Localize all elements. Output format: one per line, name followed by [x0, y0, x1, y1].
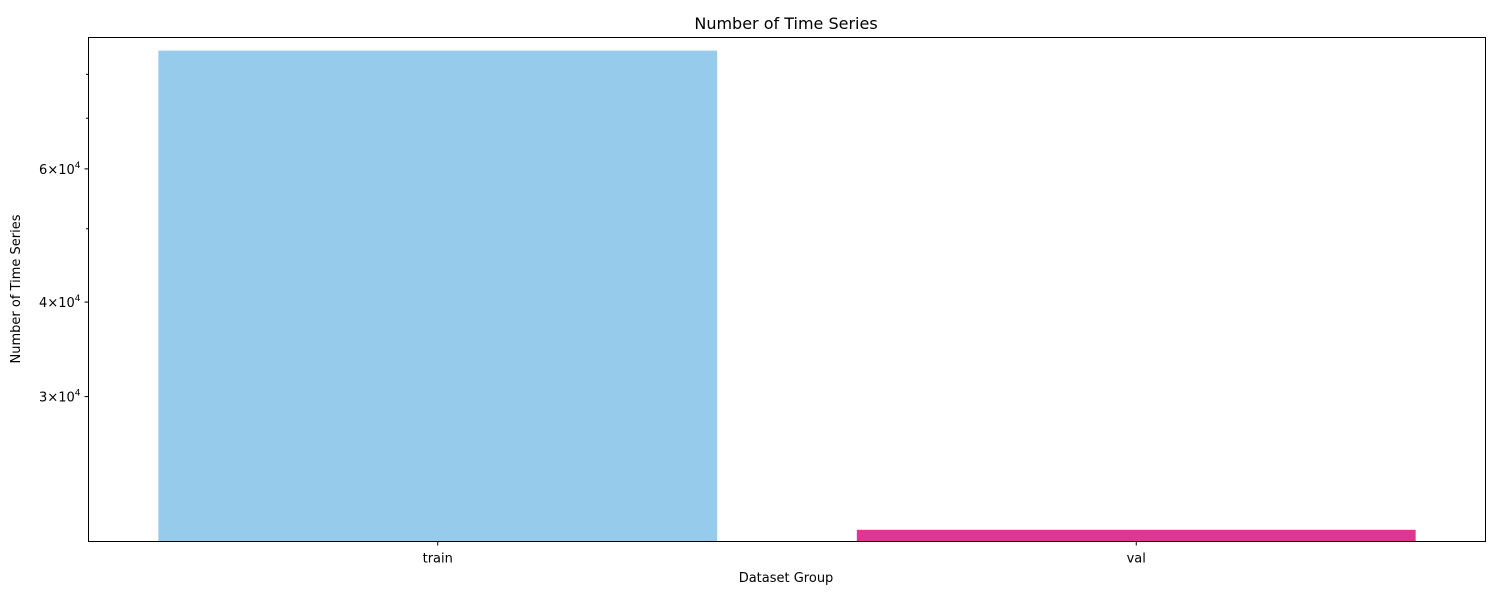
y-tick-label: 6×104 — [39, 161, 81, 178]
plot-frame — [88, 37, 1486, 542]
y-axis-label: Number of Time Series — [9, 214, 24, 363]
bar-val — [856, 529, 1416, 542]
x-tick-label: train — [423, 552, 453, 567]
bar-train — [158, 50, 718, 542]
x-axis-label: Dataset Group — [739, 571, 834, 586]
y-tick-label: 3×104 — [39, 389, 81, 406]
y-tick-label: 4×104 — [39, 294, 81, 311]
x-tick-label: val — [1127, 552, 1146, 567]
chart-title: Number of Time Series — [694, 14, 877, 33]
bars-layer — [158, 50, 1416, 542]
ticks-layer: train val 3×104 4×104 6×104 — [39, 73, 1146, 567]
